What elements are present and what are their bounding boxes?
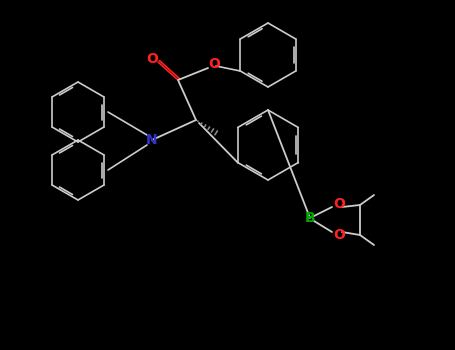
Text: O: O (333, 197, 345, 211)
Text: O: O (146, 52, 158, 66)
Text: N: N (146, 133, 158, 147)
Text: O: O (333, 228, 345, 242)
Text: O: O (208, 57, 220, 71)
Text: B: B (305, 211, 315, 225)
